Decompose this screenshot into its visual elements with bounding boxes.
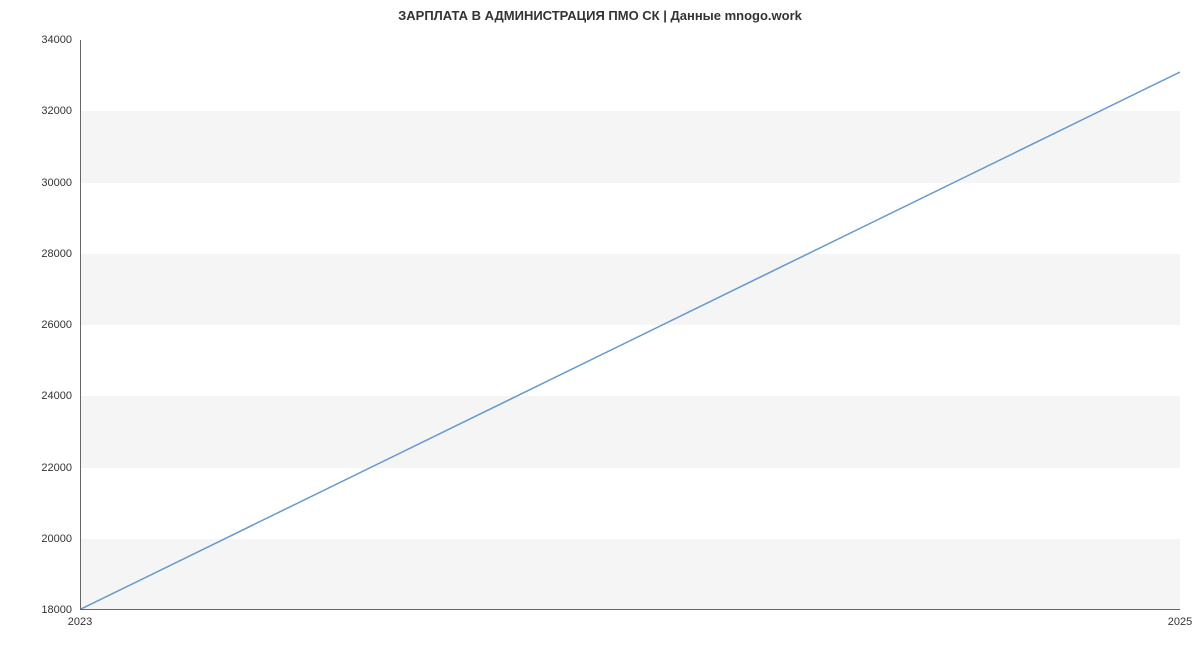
y-tick-label: 26000 bbox=[0, 319, 72, 331]
x-tick-label: 2025 bbox=[1168, 616, 1192, 628]
y-tick-label: 24000 bbox=[0, 390, 72, 402]
y-tick-label: 22000 bbox=[0, 462, 72, 474]
chart-title: ЗАРПЛАТА В АДМИНИСТРАЦИЯ ПМО СК | Данные… bbox=[0, 8, 1200, 23]
series-line bbox=[81, 72, 1180, 609]
chart-line-svg bbox=[81, 40, 1180, 609]
x-tick-label: 2023 bbox=[68, 616, 92, 628]
y-tick-label: 32000 bbox=[0, 105, 72, 117]
y-tick-label: 18000 bbox=[0, 604, 72, 616]
plot-area bbox=[80, 40, 1180, 610]
y-tick-label: 28000 bbox=[0, 248, 72, 260]
y-tick-label: 20000 bbox=[0, 533, 72, 545]
chart-container: ЗАРПЛАТА В АДМИНИСТРАЦИЯ ПМО СК | Данные… bbox=[0, 0, 1200, 650]
y-tick-label: 30000 bbox=[0, 177, 72, 189]
y-tick-label: 34000 bbox=[0, 34, 72, 46]
